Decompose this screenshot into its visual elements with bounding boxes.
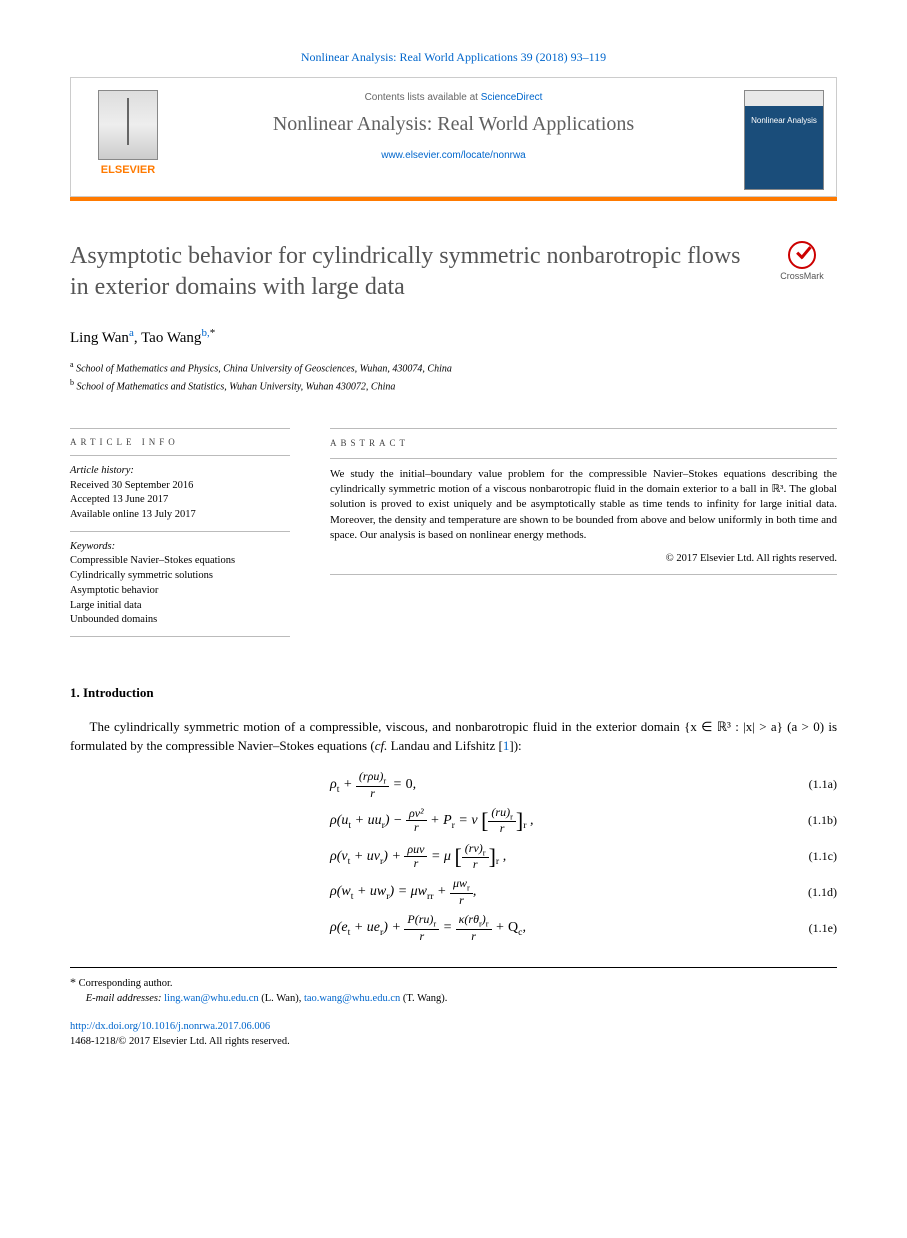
equation: ρ(vt + uvr) + ρuvr = μ [(rv)rr]r , (1.1c… (70, 842, 837, 872)
keyword: Unbounded domains (70, 613, 290, 628)
equation-number: (1.1e) (777, 921, 837, 936)
contents-available-line: Contents lists available at ScienceDirec… (191, 92, 716, 103)
journal-header: ELSEVIER Nonlinear Analysis Contents lis… (70, 77, 837, 197)
affiliation-ref[interactable]: a (129, 327, 134, 339)
citation-line: Nonlinear Analysis: Real World Applicati… (70, 50, 837, 65)
crossmark-icon (788, 241, 816, 269)
affiliations: a School of Mathematics and Physics, Chi… (70, 359, 837, 394)
article-info-heading: article info (70, 437, 290, 447)
section-heading: 1. Introduction (70, 685, 837, 701)
abstract-copyright: © 2017 Elsevier Ltd. All rights reserved… (330, 552, 837, 567)
intro-paragraph: The cylindrically symmetric motion of a … (70, 717, 837, 756)
keywords-label: Keywords: (70, 540, 290, 555)
page-footer: * Corresponding author. E-mail addresses… (70, 967, 837, 1050)
equation: ρt + (rρu)rr = 0, (1.1a) (70, 770, 837, 800)
journal-homepage-link[interactable]: www.elsevier.com/locate/nonrwa (381, 150, 526, 161)
author-list: Ling Wana, Tao Wangb,* (70, 327, 837, 347)
online-date: Available online 13 July 2017 (70, 508, 290, 523)
crossmark-badge[interactable]: CrossMark (767, 241, 837, 281)
journal-name: Nonlinear Analysis: Real World Applicati… (191, 113, 716, 136)
keyword: Asymptotic behavior (70, 584, 290, 599)
article-title: Asymptotic behavior for cylindrically sy… (70, 241, 747, 303)
crossmark-label: CrossMark (780, 271, 824, 281)
equation: ρ(et + uer) + P(ru)rr = κ(rθr)rr + Qc, (… (70, 913, 837, 943)
equation-number: (1.1a) (777, 777, 837, 792)
received-date: Received 30 September 2016 (70, 479, 290, 494)
elsevier-tree-icon (98, 90, 158, 160)
article-info-column: article info Article history: Received 3… (70, 420, 290, 645)
abstract-text: We study the initial–boundary value prob… (330, 467, 837, 544)
equation-number: (1.1c) (777, 849, 837, 864)
corresponding-star-icon[interactable]: * (210, 327, 216, 339)
doi-link[interactable]: http://dx.doi.org/10.1016/j.nonrwa.2017.… (70, 1021, 270, 1032)
affiliation-text: School of Mathematics and Physics, China… (76, 364, 452, 375)
keyword: Compressible Navier–Stokes equations (70, 554, 290, 569)
publisher-name: ELSEVIER (83, 164, 173, 176)
citation-link[interactable]: Nonlinear Analysis: Real World Applicati… (301, 50, 606, 64)
email-label: E-mail addresses: (86, 993, 162, 1004)
accent-bar (70, 197, 837, 201)
email-link[interactable]: tao.wang@whu.edu.cn (304, 993, 400, 1004)
equation: ρ(ut + uur) − ρv²r + Pr = ν [(ru)rr]r , … (70, 806, 837, 836)
abstract-column: abstract We study the initial–boundary v… (330, 420, 837, 645)
sciencedirect-link[interactable]: ScienceDirect (481, 92, 543, 103)
equation-block: ρt + (rρu)rr = 0, (1.1a) ρ(ut + uur) − ρ… (70, 770, 837, 943)
keyword: Large initial data (70, 599, 290, 614)
equation: ρ(wt + uwr) = μwrr + μwrr, (1.1d) (70, 877, 837, 907)
email-link[interactable]: ling.wan@whu.edu.cn (164, 993, 259, 1004)
journal-cover-thumbnail: Nonlinear Analysis (744, 90, 824, 190)
author: Tao Wang (141, 330, 201, 346)
history-label: Article history: (70, 464, 290, 479)
equation-number: (1.1d) (777, 885, 837, 900)
abstract-heading: abstract (330, 437, 837, 450)
issn-copyright: 1468-1218/© 2017 Elsevier Ltd. All right… (70, 1036, 290, 1047)
corresponding-star-icon: * (70, 975, 76, 989)
corresponding-label: Corresponding author. (79, 978, 173, 989)
affiliation-text: School of Mathematics and Statistics, Wu… (77, 381, 396, 392)
equation-number: (1.1b) (777, 813, 837, 828)
publisher-logo: ELSEVIER (83, 90, 173, 176)
author: Ling Wan (70, 330, 129, 346)
journal-homepage: www.elsevier.com/locate/nonrwa (191, 150, 716, 161)
keyword: Cylindrically symmetric solutions (70, 569, 290, 584)
accepted-date: Accepted 13 June 2017 (70, 493, 290, 508)
